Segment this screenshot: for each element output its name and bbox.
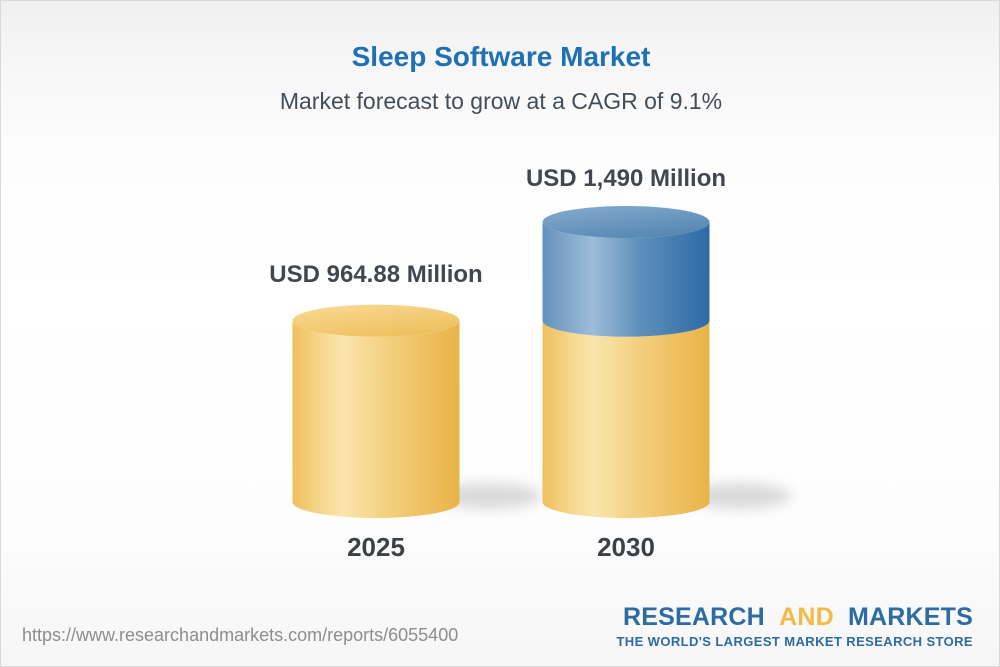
value-label-2030: USD 1,490 Million xyxy=(525,165,727,192)
value-label-2025: USD 964.88 Million xyxy=(269,261,483,288)
page-title: Sleep Software Market xyxy=(351,41,651,72)
logo-word-markets: MARKETS xyxy=(847,603,973,631)
logo-word-research: RESEARCH xyxy=(623,603,765,631)
logo-wordmark: RESEARCH AND MARKETS xyxy=(616,603,973,632)
cylinder-shadow xyxy=(437,483,542,509)
cylinder-top xyxy=(292,304,460,337)
cylinder-top xyxy=(542,206,710,238)
logo-tagline: THE WORLD'S LARGEST MARKET RESEARCH STOR… xyxy=(616,633,973,649)
research-and-markets-logo: RESEARCH AND MARKETS THE WORLD'S LARGEST… xyxy=(616,603,973,649)
cylinder-segment-gold xyxy=(542,320,710,518)
category-label-2030: 2030 xyxy=(597,532,655,562)
logo-word-and: AND xyxy=(779,603,834,631)
category-label-2025: 2025 xyxy=(347,532,405,562)
cylinder-shadow xyxy=(687,483,792,509)
cylinder-segment-blue xyxy=(542,222,710,337)
cylinder-segment-gold xyxy=(292,320,460,518)
cylinder-2025 xyxy=(292,304,542,518)
report-url-link[interactable]: https://www.researchandmarkets.com/repor… xyxy=(22,625,459,645)
cylinder-2030 xyxy=(542,206,792,518)
page-subtitle: Market forecast to grow at a CAGR of 9.1… xyxy=(279,88,723,114)
